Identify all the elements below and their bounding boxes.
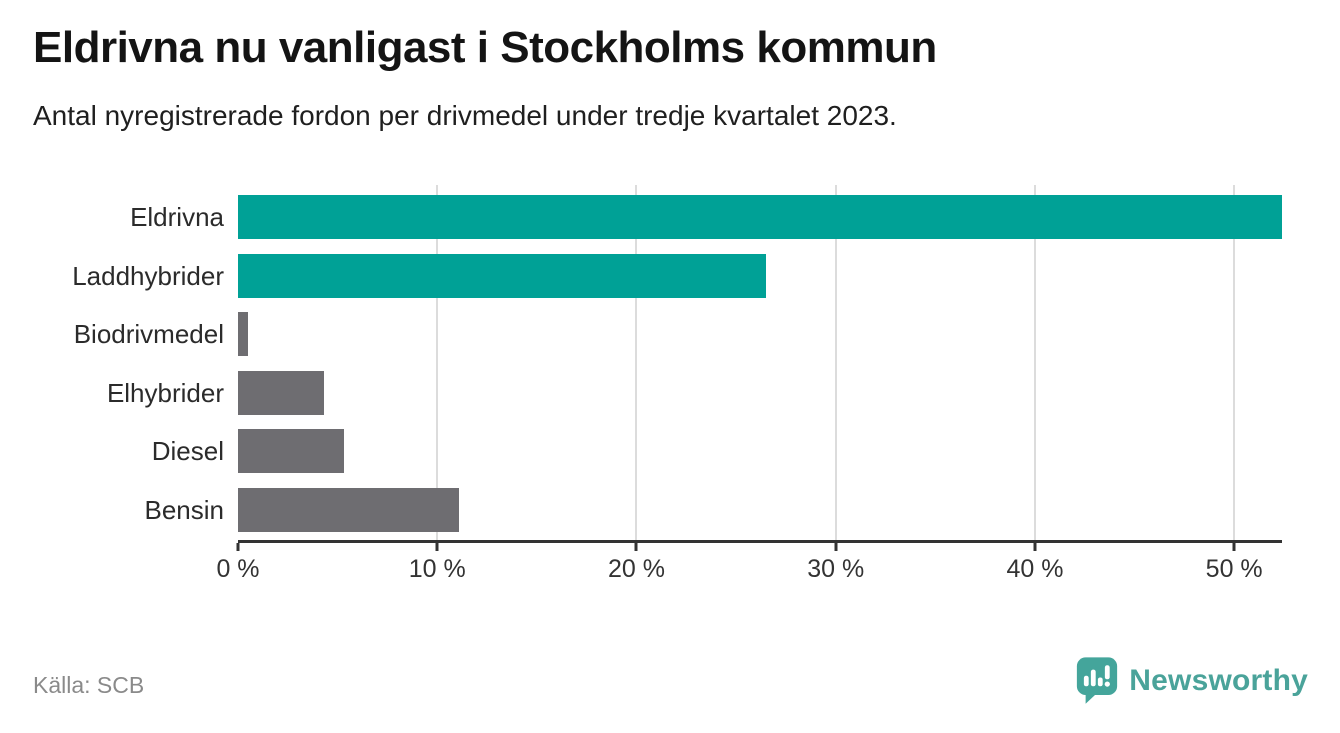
category-label-diesel: Diesel — [151, 436, 224, 467]
bar-biodrivmedel — [238, 312, 248, 357]
bar-laddhybrider — [238, 253, 766, 298]
x-axis-tick-50 — [1232, 543, 1236, 551]
plot-area: 0 % 10 % 20 % 30 % 40 % 50 % — [216, 185, 1282, 583]
category-labels: Eldrivna Laddhybrider Biodrivmedel Elhybrid… — [0, 185, 224, 540]
gridline-20 — [635, 185, 638, 540]
brand-name: Newsworthy — [1129, 664, 1308, 697]
x-axis-tick-0 — [236, 543, 240, 551]
gridline-40 — [1033, 185, 1036, 540]
bar-diesel — [238, 429, 344, 474]
x-axis-tick-30 — [834, 543, 838, 551]
category-label-eldrivna: Eldrivna — [130, 202, 224, 232]
category-label-biodrivmedel: Biodrivmedel — [73, 319, 224, 350]
gridline-30 — [834, 185, 837, 540]
x-axis-tick-label: 0 % — [216, 555, 260, 583]
source-note: Källa: SCB — [33, 672, 145, 698]
x-axis-tick-label: 40 % — [1006, 555, 1064, 583]
bar-elhybrider — [238, 370, 324, 415]
category-label-elhybrider: Elhybrider — [106, 377, 224, 408]
newsworthy-logo: Newsworthy — [1076, 656, 1308, 706]
gridline-50 — [1233, 185, 1236, 540]
x-axis-tick-label: 10 % — [408, 555, 466, 583]
x-axis-tick-10 — [435, 543, 439, 551]
chart-header: Eldrivna nu vanligast i Stockholms kommu… — [33, 23, 1313, 132]
bar-eldrivna — [238, 195, 1282, 239]
chart-title: Eldrivna nu vanligast i Stockholms kommu… — [33, 23, 937, 72]
category-label-laddhybrider: Laddhybrider — [72, 260, 224, 291]
x-axis-tick-label: 20 % — [607, 555, 665, 583]
x-axis-tick-40 — [1033, 543, 1037, 551]
bar-bensin — [238, 488, 460, 532]
x-axis-tick-20 — [634, 543, 638, 551]
newsworthy-speech-bubble-bar-chart-icon — [1077, 657, 1118, 704]
chart-subtitle: Antal nyregistrerade fordon per drivmede… — [33, 100, 897, 132]
x-axis-tick-label: 50 % — [1205, 555, 1263, 583]
gridline-10 — [436, 185, 439, 540]
category-label-bensin: Bensin — [144, 495, 225, 525]
x-axis-tick-label: 30 % — [807, 555, 865, 583]
